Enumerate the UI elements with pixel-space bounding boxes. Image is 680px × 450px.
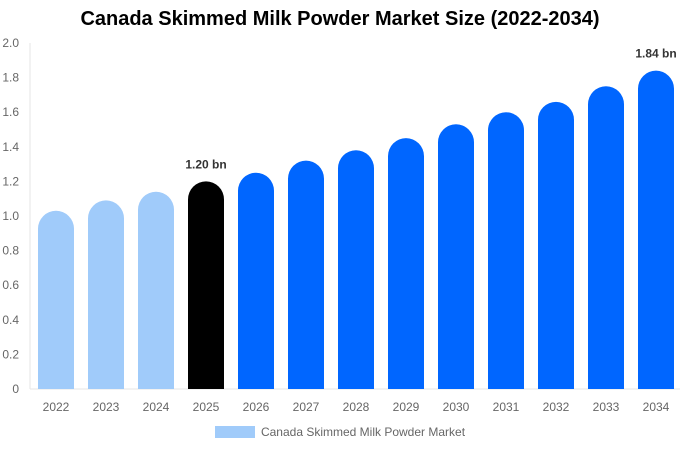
y-tick-label: 0.2 <box>2 347 19 361</box>
x-tick-label: 2033 <box>593 400 620 414</box>
chart-title: Canada Skimmed Milk Powder Market Size (… <box>80 8 600 30</box>
y-tick-label: 1.2 <box>2 174 19 188</box>
bar-2026 <box>238 172 274 389</box>
x-tick-label: 2032 <box>543 400 570 414</box>
y-tick-label: 0.8 <box>2 244 19 258</box>
x-tick-label: 2034 <box>643 400 670 414</box>
y-tick-label: 1.4 <box>2 140 19 154</box>
bar-2033 <box>588 86 624 389</box>
y-tick-label: 0.6 <box>2 278 19 292</box>
x-tick-label: 2025 <box>193 400 220 414</box>
x-tick-label: 2023 <box>93 400 120 414</box>
bar-2024 <box>138 191 174 389</box>
y-tick-label: 1.0 <box>2 209 19 223</box>
y-tick-label: 0.4 <box>2 313 19 327</box>
x-tick-label: 2024 <box>143 400 170 414</box>
x-tick-label: 2028 <box>343 400 370 414</box>
bar-2027 <box>288 160 324 389</box>
data-label: 1.84 bn <box>635 47 676 61</box>
bar-2031 <box>488 112 524 389</box>
bar-2029 <box>388 138 424 389</box>
x-tick-label: 2030 <box>443 400 470 414</box>
bar-2025 <box>188 181 224 389</box>
bar-2030 <box>438 124 474 390</box>
legend: Canada Skimmed Milk Powder Market <box>0 425 680 439</box>
x-tick-label: 2026 <box>243 400 270 414</box>
x-tick-label: 2022 <box>43 400 70 414</box>
x-tick-label: 2029 <box>393 400 420 414</box>
y-tick-label: 1.8 <box>2 71 19 85</box>
legend-label: Canada Skimmed Milk Powder Market <box>260 425 466 439</box>
y-tick-label: 1.6 <box>2 105 19 119</box>
x-tick-label: 2027 <box>293 400 320 414</box>
x-tick-label: 2031 <box>493 400 520 414</box>
bar-2023 <box>88 200 124 389</box>
bar-2034 <box>638 70 674 390</box>
y-tick-label: 0 <box>12 382 19 396</box>
bar-2032 <box>538 101 574 389</box>
y-tick-label: 2.0 <box>2 36 19 50</box>
data-label: 1.20 bn <box>185 157 226 171</box>
legend-swatch <box>214 426 255 438</box>
bar-2022 <box>38 210 74 389</box>
bar-2028 <box>338 150 374 389</box>
